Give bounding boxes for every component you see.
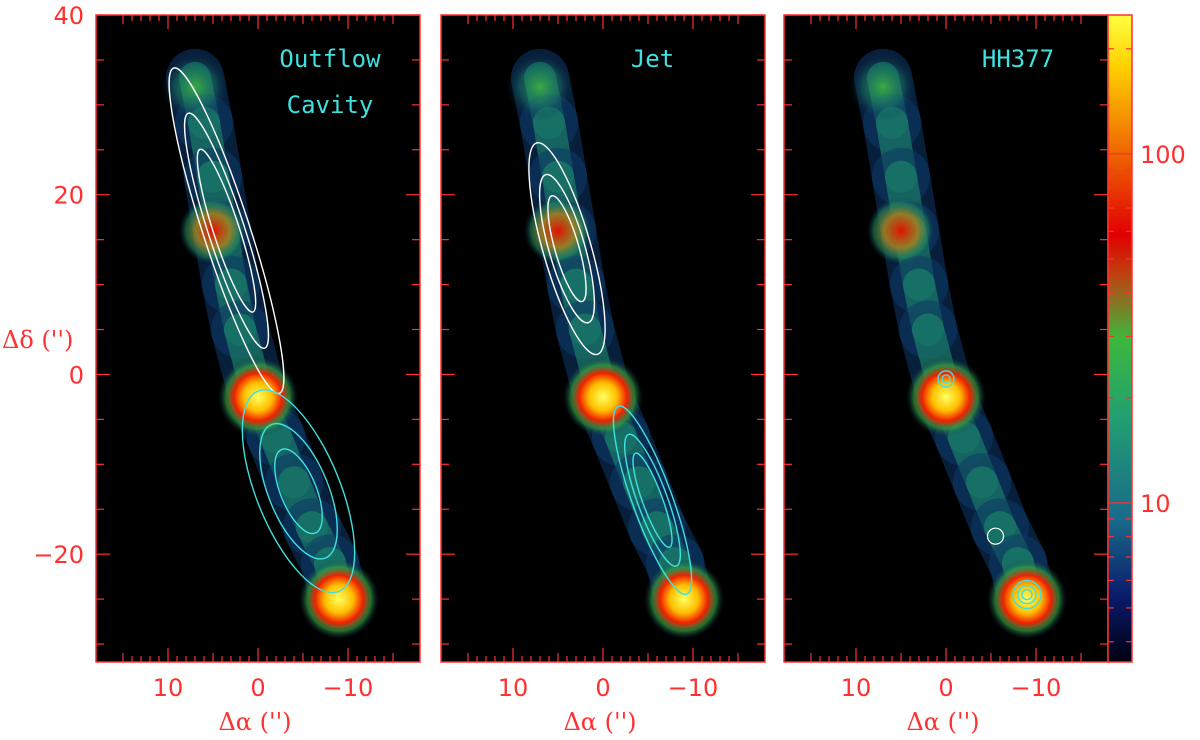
- contour-knot: [937, 370, 955, 388]
- emission-knot-1: [563, 356, 643, 437]
- emission-knot-1: [218, 356, 298, 437]
- emission-knot-3: [867, 196, 935, 265]
- contour-south: [274, 448, 323, 535]
- emission-knot-2: [644, 559, 724, 640]
- panel-label: Outflow: [279, 45, 381, 73]
- panel-label: HH377: [982, 45, 1054, 73]
- emission-knot-1: [906, 356, 986, 437]
- contour-north: [168, 67, 285, 395]
- panel-2: 10 0 −10 Jet: [440, 14, 766, 702]
- contour-knot: [1017, 584, 1037, 605]
- colorbar-frame: [1107, 14, 1133, 663]
- contour-north: [547, 194, 587, 303]
- x-tick-label: 0: [250, 674, 265, 702]
- y-axis-title: Δδ (''): [2, 326, 73, 354]
- emission-knot-4: [506, 52, 574, 121]
- colorbar-tick-label: 10: [1140, 490, 1171, 518]
- contour-south: [624, 433, 681, 567]
- colorbar: 100 10: [1107, 14, 1186, 663]
- emission-knot-4: [849, 52, 917, 121]
- x-tick-label: −10: [323, 674, 374, 702]
- emission-knot-2: [299, 559, 379, 640]
- contour-north: [528, 141, 606, 356]
- emission-map: [506, 48, 724, 640]
- contour-south: [259, 422, 338, 560]
- y-tick-label: 0: [69, 361, 84, 389]
- y-tick-label: 40: [53, 2, 84, 30]
- contour-south: [612, 405, 693, 596]
- x-axis-title: Δα (''): [218, 708, 291, 736]
- panel-3: 10 0 −10 HH377: [783, 14, 1109, 702]
- x-tick-label: 0: [595, 674, 610, 702]
- emission-map: [849, 48, 1067, 640]
- x-axis-title: Δα (''): [563, 708, 636, 736]
- panel-1: 10 0 −10 40 20 0 −20 Outflow Cavity: [33, 2, 421, 702]
- x-axis-title: Δα (''): [906, 708, 979, 736]
- x-tick-label: −10: [668, 674, 719, 702]
- contour-south: [241, 389, 356, 594]
- contour-knot: [941, 374, 951, 384]
- panel-label: Jet: [631, 45, 674, 73]
- contour-north: [538, 173, 596, 324]
- x-tick-label: −10: [1011, 674, 1062, 702]
- x-tick-label: 10: [841, 674, 872, 702]
- x-tick-label: 10: [498, 674, 529, 702]
- contour-knot: [1012, 579, 1042, 610]
- emission-knot-4: [161, 52, 229, 121]
- x-tick-label: 10: [153, 674, 184, 702]
- contour-north: [196, 148, 257, 313]
- contour-south: [632, 452, 673, 549]
- contour-north: [183, 112, 270, 349]
- panel-label: Cavity: [287, 91, 374, 119]
- colorbar-gradient: [1108, 15, 1132, 662]
- emission-map: [161, 48, 379, 640]
- emission-knot-3: [524, 196, 592, 265]
- y-tick-label: −20: [33, 541, 84, 569]
- colorbar-tick-label: 100: [1140, 141, 1186, 169]
- contour-knot: [1021, 588, 1033, 601]
- contour-knot: [986, 527, 1005, 545]
- x-tick-label: 0: [938, 674, 953, 702]
- y-tick-label: 20: [53, 182, 84, 210]
